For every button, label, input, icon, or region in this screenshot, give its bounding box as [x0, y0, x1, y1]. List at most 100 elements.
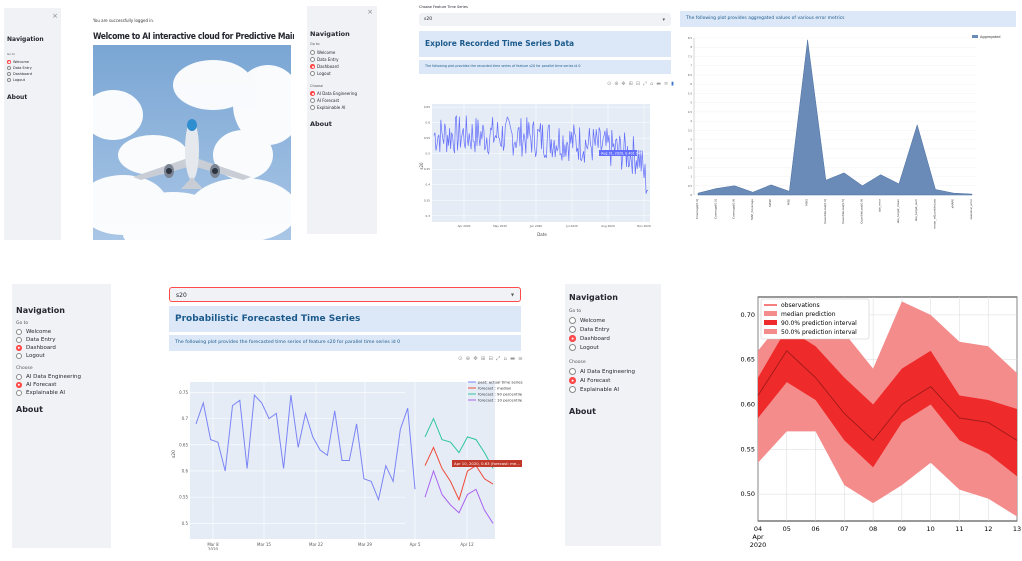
radio-data-entry[interactable]: Data Entry: [7, 65, 32, 71]
zoom-out-icon[interactable]: ⊟: [488, 356, 494, 362]
median-line: [757, 350, 1018, 442]
radio-logout[interactable]: Logout: [569, 343, 610, 352]
x-tick-label: Mar 22: [309, 542, 323, 547]
radio-label: AI Forecast: [26, 382, 57, 388]
x-tick-label: 11: [955, 525, 963, 533]
radio-welcome[interactable]: Welcome: [16, 328, 56, 336]
legend-label: Aggregated: [980, 35, 1000, 39]
radio-logout[interactable]: Logout: [7, 77, 32, 83]
x-tick-label: mean_wQuantileLoss: [932, 198, 936, 228]
camera-icon[interactable]: ⊙: [607, 81, 612, 87]
radio-dashboard[interactable]: Dashboard: [310, 63, 339, 70]
recorded-series-chart: 0.3 0.35 0.4 0.45 0.5 0.55 0.6 0.65 Apr 2020 May…: [419, 104, 651, 237]
radio-welcome[interactable]: Welcome: [569, 316, 610, 325]
radio-welcome[interactable]: Welcome: [310, 49, 339, 56]
radio-ai-data-engineering[interactable]: AI Data Engineering: [310, 90, 357, 97]
metrics-page: The following plot provides aggregated v…: [680, 8, 1016, 240]
pan-icon[interactable]: ✥: [473, 356, 478, 362]
radio-label: Welcome: [26, 329, 52, 335]
x-tick-label: MAE_Coverage: [750, 199, 754, 220]
x-axis-month: Apr: [752, 533, 764, 541]
prediction-interval-chart: 0.70 0.65 0.60 0.55 0.50 04 05 06 07 08 09 10 11 12 1…: [741, 296, 1021, 549]
radio-ai-data-engineering[interactable]: AI Data Engineering: [569, 367, 635, 376]
radio-ai-forecast[interactable]: AI Forecast: [310, 97, 357, 104]
radio-dot-icon: [310, 105, 315, 110]
hover-icon[interactable]: ▬: [656, 81, 661, 87]
reset-icon[interactable]: ⌂: [503, 356, 507, 362]
radio-label: AI Forecast: [317, 98, 340, 103]
radio-ai-data-engineering[interactable]: AI Data Engineering: [16, 373, 81, 381]
sidebar-bottom-right: Navigation Go to Welcome Data Entry Dash…: [565, 284, 661, 546]
info-box: The following plot provides the forecast…: [169, 335, 521, 351]
radio-welcome[interactable]: Welcome: [7, 59, 32, 65]
radio-explainable-ai[interactable]: Explainable AI: [310, 104, 357, 111]
x-tick-label: MSE: [786, 199, 790, 205]
feature-select[interactable]: s20 ▾: [419, 13, 671, 26]
y-tick-label: 0: [690, 193, 692, 197]
x-tick-label: QuantileLoss[0.5]: [841, 199, 845, 224]
radio-logout[interactable]: Logout: [16, 352, 56, 360]
radio-logout[interactable]: Logout: [310, 70, 339, 77]
sidebar-close-icon[interactable]: ×: [367, 8, 373, 16]
radio-dot-icon: [16, 374, 22, 380]
radio-dot-icon: [310, 64, 315, 69]
radio-dot-icon: [7, 66, 11, 70]
sidebar-close-icon[interactable]: ×: [52, 12, 58, 20]
x-tick-label: MSIS: [805, 199, 809, 206]
welcome-title: Welcome to AI interactive cloud for Pred…: [93, 32, 294, 42]
sidebar-small: × Navigation Go to Welcome Data Entry Da…: [4, 8, 61, 240]
radio-data-entry[interactable]: Data Entry: [310, 56, 339, 63]
radio-ai-forecast[interactable]: AI Forecast: [569, 376, 635, 385]
goto-label: Go to: [310, 42, 320, 46]
reset-icon[interactable]: ⌂: [650, 81, 654, 87]
radio-data-entry[interactable]: Data Entry: [569, 325, 610, 334]
y-tick-label: 0.45: [424, 167, 430, 171]
compare-icon[interactable]: ≡: [663, 81, 669, 87]
feature-select[interactable]: s20 ▾: [169, 287, 521, 302]
y-tick-label: 6.5: [688, 73, 692, 77]
choose-label: Choose: [16, 366, 33, 371]
recorded-series-line: [433, 115, 649, 194]
radio-dashboard[interactable]: Dashboard: [7, 71, 32, 77]
pan-icon[interactable]: ✥: [621, 81, 626, 87]
autoscale-icon[interactable]: ⤢: [496, 356, 501, 362]
x-tick-label: Coverage[0.1]: [695, 199, 699, 219]
y-tick-label: 0.5: [688, 184, 692, 188]
welcome-page: You are successfully logged in. Welcome …: [90, 8, 294, 242]
zoom-icon[interactable]: ⊕: [614, 81, 619, 87]
x-tick-label: abs_error: [878, 198, 882, 212]
zoom-in-icon[interactable]: ⊞: [628, 81, 633, 87]
zoom-out-icon[interactable]: ⊟: [635, 81, 641, 87]
x-tick-label: Nov 2020: [637, 224, 651, 228]
radio-explainable-ai[interactable]: Explainable AI: [569, 385, 635, 394]
radio-explainable-ai[interactable]: Explainable AI: [16, 389, 81, 397]
autoscale-icon[interactable]: ⤢: [643, 81, 648, 87]
radio-dashboard[interactable]: Dashboard: [16, 344, 56, 352]
hover-icon[interactable]: ▬: [509, 356, 516, 362]
x-tick-label: sMAPE: [951, 199, 955, 208]
feature-select-value: s20: [176, 292, 187, 299]
x-tick-label: 08: [869, 525, 877, 533]
y-tick-label: 1: [690, 175, 692, 179]
compare-icon[interactable]: ≡: [518, 356, 523, 362]
x-tick-label: MASE: [768, 199, 772, 207]
y-tick-label: 7: [690, 64, 692, 68]
radio-label: Data Entry: [317, 57, 339, 62]
zoom-in-icon[interactable]: ⊞: [480, 356, 486, 362]
camera-icon[interactable]: ⊙: [458, 356, 463, 362]
radio-dot-icon: [310, 50, 315, 55]
sidebar-nav-title: Navigation: [569, 293, 618, 302]
radio-dashboard[interactable]: Dashboard: [569, 334, 610, 343]
legend-label: forecast : median: [478, 386, 512, 391]
zoom-icon[interactable]: ⊕: [465, 356, 471, 362]
y-tick-label: 0.75: [179, 390, 188, 395]
login-success-message: You are successfully logged in.: [93, 18, 155, 23]
x-tick-label: Mar 15: [257, 542, 271, 547]
x-tick-label: 12: [984, 525, 992, 533]
radio-dot-icon: [569, 377, 576, 384]
radio-label: Data Entry: [580, 326, 610, 333]
radio-data-entry[interactable]: Data Entry: [16, 336, 56, 344]
radio-ai-forecast[interactable]: AI Forecast: [16, 381, 81, 389]
p10-forecast-line: [424, 469, 494, 524]
